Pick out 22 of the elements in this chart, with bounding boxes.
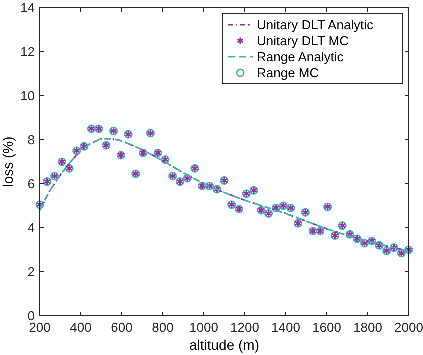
y-tick-label: 8 [28,132,35,148]
legend-label: Range MC [257,66,320,80]
x-tick-label: 2000 [394,320,423,335]
legend-label: Range Analytic [257,50,344,64]
x-tick-label: 1800 [354,320,382,335]
legend-label: Unitary DLT Analytic [257,18,374,32]
x-axis-title: altitude (m) [189,337,260,353]
y-tick-label: 10 [20,88,35,104]
x-tick-label: 1000 [190,320,218,335]
x-tick-label: 1200 [230,320,260,335]
y-axis-title: loss (%) [0,136,16,188]
y-tick-label: 4 [28,220,35,236]
y-tick-label: 6 [28,176,35,192]
y-tick-label: 2 [28,264,35,280]
y-tick-label: 14 [20,0,35,16]
x-tick-label: 800 [152,320,174,335]
y-tick-label: 12 [20,44,35,60]
x-tick-label: 400 [70,320,92,335]
x-tick-label: 600 [111,320,133,335]
x-tick-label: 1600 [312,320,342,335]
legend-label: Unitary DLT MC [257,34,349,48]
x-tick-label: 1400 [272,320,300,335]
